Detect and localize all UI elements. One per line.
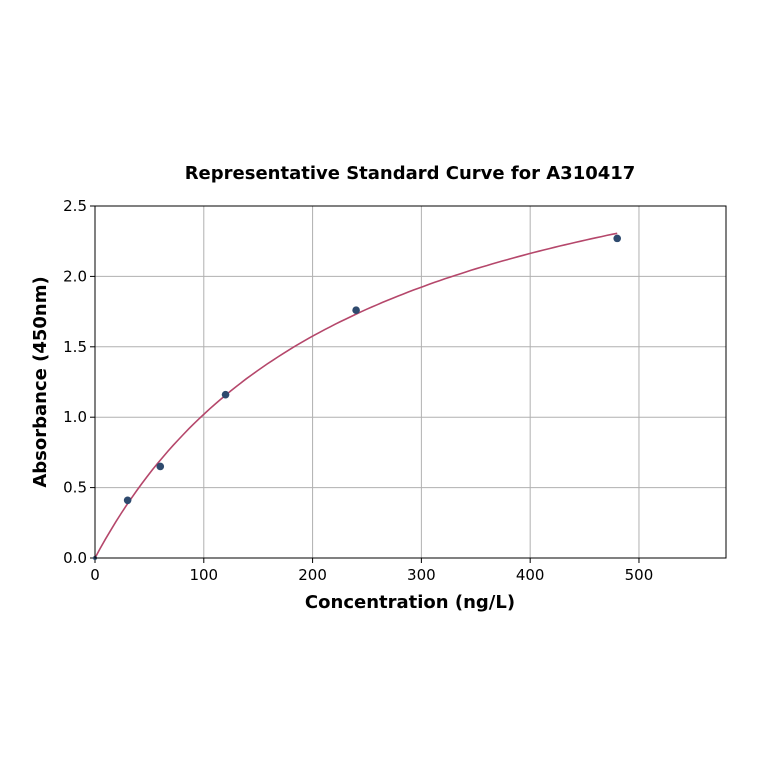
- x-tick-label: 300: [407, 566, 436, 584]
- data-point: [613, 234, 622, 243]
- x-tick-label: 200: [298, 566, 327, 584]
- x-axis-label: Concentration (ng/L): [305, 592, 515, 613]
- chart-title: Representative Standard Curve for A31041…: [185, 163, 636, 184]
- y-tick-label: 0.5: [63, 479, 87, 497]
- fit-curve: [94, 232, 618, 559]
- x-tick-label: 500: [625, 566, 654, 584]
- x-tick-label: 400: [516, 566, 545, 584]
- data-point: [221, 390, 230, 399]
- y-axis-label: Absorbance (450nm): [30, 276, 51, 487]
- x-tick-label: 100: [189, 566, 218, 584]
- y-tick-label: 1.5: [63, 338, 87, 356]
- plot-frame: [94, 205, 727, 559]
- data-point: [352, 306, 360, 314]
- y-tick-label: 2.0: [63, 267, 87, 285]
- data-point: [123, 496, 132, 505]
- y-tick-label: 1.0: [63, 408, 87, 426]
- x-tick-label: 0: [90, 566, 100, 584]
- data-point: [156, 462, 165, 471]
- y-tick-label: 0.0: [63, 549, 87, 567]
- y-tick-label: 2.5: [63, 197, 87, 215]
